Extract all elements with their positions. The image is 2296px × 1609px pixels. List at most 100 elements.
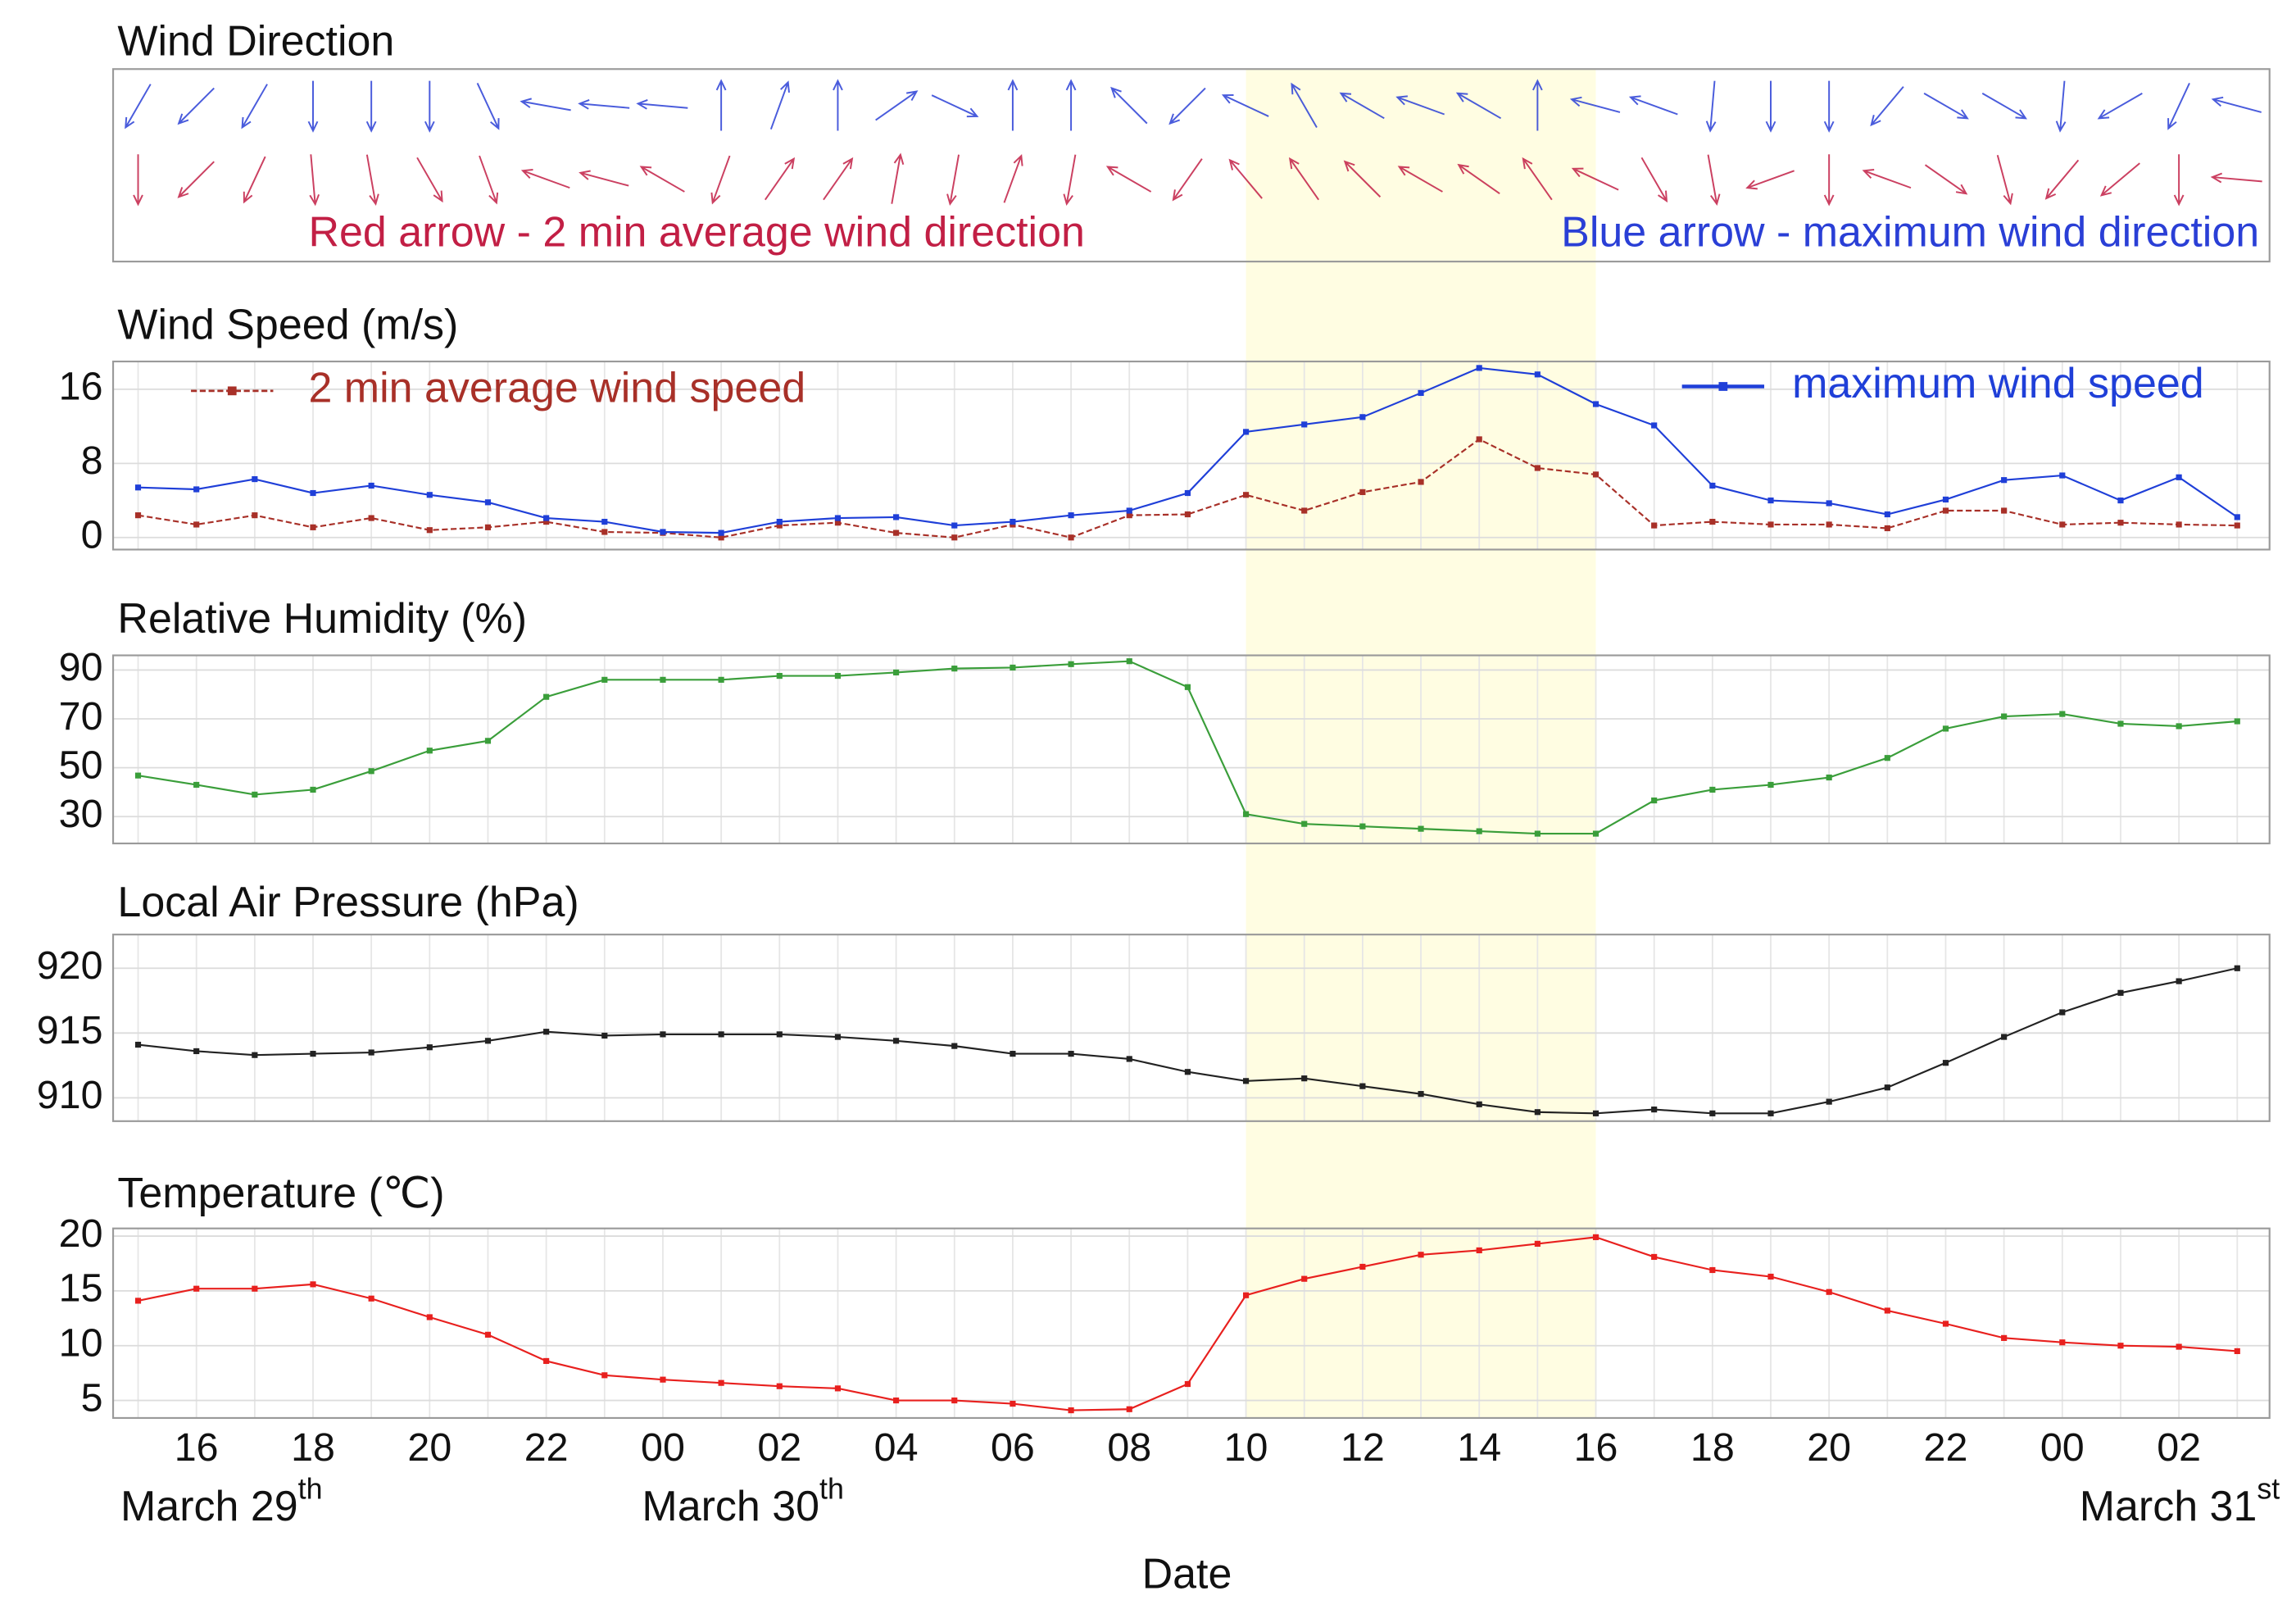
legend-label: 2 min average wind speed xyxy=(308,365,805,412)
wind-arrow xyxy=(2210,172,2262,184)
data-point xyxy=(776,1383,783,1389)
data-point xyxy=(1418,389,1424,397)
wind-arrow xyxy=(1981,92,2027,120)
data-point xyxy=(718,1379,724,1386)
data-point xyxy=(1184,684,1191,690)
data-point xyxy=(660,1031,666,1038)
data-point xyxy=(1068,1407,1074,1414)
wind-arrow xyxy=(1339,92,1385,120)
wind-arrow xyxy=(365,154,379,206)
data-point xyxy=(1651,797,1658,804)
data-point xyxy=(718,534,724,541)
data-point xyxy=(2176,1343,2182,1350)
data-point xyxy=(134,772,142,779)
data-point xyxy=(1126,507,1132,514)
data-point xyxy=(1884,511,1890,518)
data-point xyxy=(1126,512,1132,519)
y-tick-label: 16 xyxy=(59,365,103,409)
data-point xyxy=(1301,820,1308,827)
data-point xyxy=(1884,1307,1890,1314)
data-point xyxy=(660,1376,666,1383)
data-point xyxy=(484,738,492,744)
data-point xyxy=(2059,1009,2066,1016)
wind-arrow xyxy=(715,79,727,131)
data-point xyxy=(1709,1110,1716,1116)
data-point xyxy=(1359,823,1366,829)
data-point xyxy=(1476,1101,1482,1107)
data-point xyxy=(1592,1234,1599,1240)
wind-arrow xyxy=(1291,82,1318,128)
y-tick-label: 70 xyxy=(59,694,103,739)
x-tick-label: 18 xyxy=(1690,1425,1735,1470)
data-point xyxy=(368,515,374,521)
data-point xyxy=(1651,1107,1658,1113)
wind-arrow xyxy=(1707,154,1721,206)
data-point xyxy=(2001,1034,2008,1040)
wind-arrow xyxy=(1457,163,1500,194)
panel-title: Relative Humidity (%) xyxy=(117,595,527,643)
data-point xyxy=(1651,522,1658,529)
data-point xyxy=(776,1031,783,1038)
panel-frame xyxy=(111,1227,2271,1420)
data-point xyxy=(543,1357,550,1365)
data-point xyxy=(2059,1339,2066,1346)
data-point xyxy=(834,672,842,680)
wind-arrow xyxy=(177,161,215,198)
wind-arrow xyxy=(2044,159,2080,200)
data-point xyxy=(1534,1109,1540,1116)
wind-arrow xyxy=(177,87,215,125)
wind-arrow xyxy=(309,154,320,207)
data-point xyxy=(2059,711,2066,717)
wind-arrow xyxy=(1172,158,1203,202)
data-point xyxy=(2234,1348,2240,1354)
data-point xyxy=(1301,507,1308,514)
x-tick-label: 16 xyxy=(1574,1425,1618,1470)
wind-arrow xyxy=(243,156,266,204)
wind-arrow xyxy=(1288,157,1320,201)
wind-arrow xyxy=(769,80,790,130)
data-point xyxy=(776,522,783,529)
data-point xyxy=(1242,492,1250,498)
data-point xyxy=(660,676,666,683)
data-point xyxy=(1651,422,1658,429)
data-point xyxy=(1359,1263,1366,1270)
data-point xyxy=(1068,1051,1074,1057)
data-point xyxy=(2059,472,2066,479)
panel-title: Local Air Pressure (hPa) xyxy=(117,879,579,926)
data-point xyxy=(1359,489,1366,495)
data-point xyxy=(310,489,316,497)
wind-arrow xyxy=(424,80,435,133)
data-point xyxy=(193,781,200,789)
data-point xyxy=(193,1048,200,1055)
data-point xyxy=(426,527,433,534)
y-tick-label: 0 xyxy=(81,513,103,557)
wind-arrow xyxy=(1065,79,1077,131)
wind-arrow xyxy=(710,155,731,205)
panel-title: Wind Direction xyxy=(117,18,394,66)
wind-arrow xyxy=(1765,80,1776,133)
wind-arrow xyxy=(931,94,979,118)
data-point xyxy=(1534,465,1540,471)
wind-arrow xyxy=(1862,169,1912,189)
panel-frame xyxy=(111,654,2271,845)
data-point xyxy=(426,1314,433,1320)
data-point xyxy=(951,1043,958,1049)
wind-arrow xyxy=(365,80,377,133)
wind-arrow xyxy=(578,99,630,110)
wind-arrow xyxy=(1745,170,1795,190)
data-point xyxy=(1709,518,1716,525)
wind-arrow xyxy=(1870,86,1904,127)
wind-arrow xyxy=(1105,166,1152,193)
data-point xyxy=(368,482,374,489)
wind-arrow xyxy=(833,79,843,131)
data-point xyxy=(1068,534,1074,541)
data-point xyxy=(1126,1056,1132,1062)
wind-arrow xyxy=(1569,96,1621,113)
data-point xyxy=(134,1298,142,1304)
data-point xyxy=(834,1385,842,1392)
data-point xyxy=(484,1038,492,1044)
annotation: Blue arrow - maximum wind direction xyxy=(1561,209,2259,257)
wind-arrow xyxy=(1221,94,1269,117)
data-point xyxy=(484,499,492,506)
wind-arrow xyxy=(1823,80,1835,133)
